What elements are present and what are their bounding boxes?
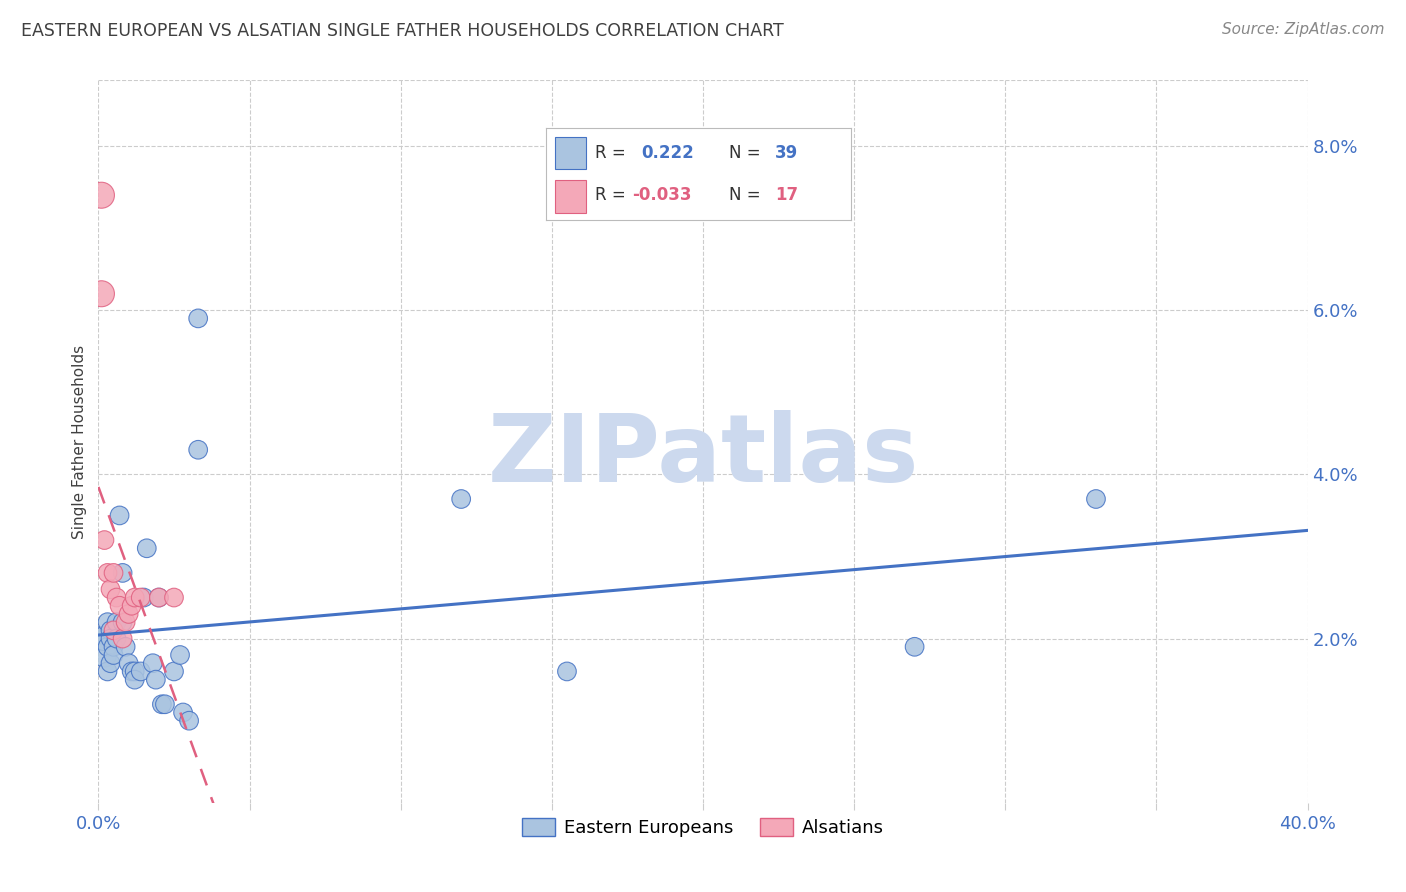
Y-axis label: Single Father Households: Single Father Households: [72, 344, 87, 539]
Point: [93, 632, 115, 646]
Point: [187, 311, 209, 326]
Point: [904, 640, 927, 654]
Point: [121, 599, 143, 613]
Point: [124, 665, 146, 679]
Point: [100, 632, 122, 646]
Point: [111, 566, 134, 580]
Point: [114, 615, 136, 630]
Point: [163, 591, 186, 605]
Point: [108, 508, 131, 523]
Point: [450, 491, 472, 506]
Point: [142, 657, 165, 671]
Point: [93, 533, 115, 547]
Point: [124, 673, 146, 687]
Point: [96, 566, 118, 580]
Point: [105, 591, 128, 605]
Point: [103, 566, 125, 580]
Point: [129, 665, 152, 679]
Point: [96, 640, 118, 654]
Text: R =: R =: [595, 186, 626, 204]
Point: [179, 714, 201, 728]
Point: [96, 665, 118, 679]
FancyBboxPatch shape: [555, 180, 586, 213]
Point: [148, 591, 170, 605]
Point: [132, 591, 155, 605]
Text: ZIPatlas: ZIPatlas: [488, 410, 918, 502]
Point: [90, 188, 112, 202]
Point: [153, 698, 176, 712]
Text: EASTERN EUROPEAN VS ALSATIAN SINGLE FATHER HOUSEHOLDS CORRELATION CHART: EASTERN EUROPEAN VS ALSATIAN SINGLE FATH…: [21, 22, 783, 40]
Point: [129, 591, 152, 605]
Point: [1085, 491, 1108, 506]
Text: R =: R =: [595, 144, 626, 161]
Text: N =: N =: [730, 144, 761, 161]
Point: [111, 632, 134, 646]
Point: [103, 640, 125, 654]
Point: [103, 624, 125, 638]
Point: [148, 591, 170, 605]
Point: [124, 591, 146, 605]
Point: [114, 640, 136, 654]
Text: 17: 17: [775, 186, 799, 204]
Point: [150, 698, 173, 712]
Point: [111, 615, 134, 630]
Point: [100, 657, 122, 671]
Point: [103, 648, 125, 662]
Point: [187, 442, 209, 457]
Text: N =: N =: [730, 186, 761, 204]
Point: [100, 582, 122, 597]
Point: [118, 657, 141, 671]
Point: [163, 665, 186, 679]
Point: [90, 286, 112, 301]
Point: [118, 607, 141, 621]
Point: [172, 706, 194, 720]
Point: [145, 673, 167, 687]
Text: Source: ZipAtlas.com: Source: ZipAtlas.com: [1222, 22, 1385, 37]
Text: -0.033: -0.033: [631, 186, 692, 204]
Point: [90, 632, 112, 646]
Legend: Eastern Europeans, Alsatians: Eastern Europeans, Alsatians: [515, 811, 891, 845]
Point: [555, 665, 578, 679]
Point: [108, 599, 131, 613]
Text: 39: 39: [775, 144, 799, 161]
Point: [105, 615, 128, 630]
Point: [135, 541, 157, 556]
Text: 0.222: 0.222: [641, 144, 693, 161]
Point: [169, 648, 191, 662]
Point: [100, 624, 122, 638]
Point: [105, 632, 128, 646]
FancyBboxPatch shape: [555, 136, 586, 169]
Point: [96, 615, 118, 630]
Point: [121, 665, 143, 679]
Point: [93, 648, 115, 662]
